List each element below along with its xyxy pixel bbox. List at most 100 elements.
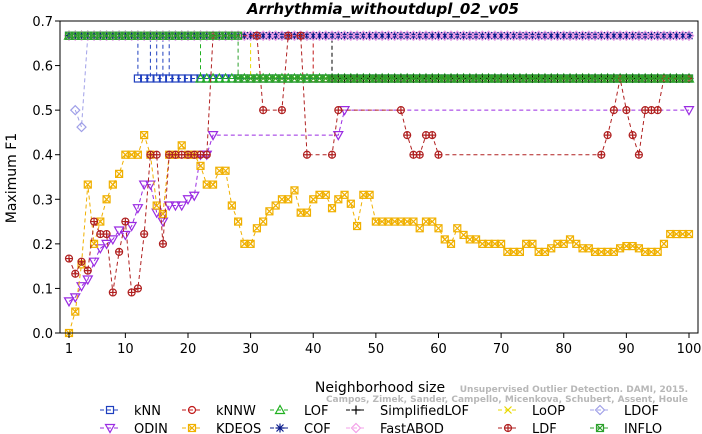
data-point [94, 244, 106, 255]
data-point [340, 74, 349, 83]
x-tick-label: 90 [618, 342, 635, 357]
data-point [528, 74, 537, 83]
data-point [428, 131, 436, 139]
data-point [465, 235, 474, 244]
data-point [303, 151, 311, 159]
data-point [89, 239, 99, 248]
series-line [69, 35, 689, 79]
legend-label: ODIN [134, 422, 168, 434]
data-point [427, 31, 437, 41]
legend-marker [596, 424, 604, 432]
series-KDEOS [64, 131, 694, 338]
series-line [69, 35, 689, 79]
data-point [509, 74, 518, 83]
legend-marker [274, 404, 286, 415]
series-ODIN [63, 106, 695, 308]
data-point [96, 217, 105, 226]
data-point [629, 131, 637, 139]
data-point [559, 31, 569, 41]
data-point [107, 235, 119, 246]
data-point [647, 247, 656, 256]
data-point [327, 74, 337, 83]
data-point [559, 74, 568, 83]
data-point [684, 229, 694, 239]
data-point [253, 32, 261, 40]
data-point [415, 224, 424, 233]
data-point [634, 74, 643, 83]
data-point [146, 74, 155, 83]
legend-marker [351, 405, 361, 415]
data-point [271, 201, 280, 210]
legend-marker [187, 405, 197, 415]
y-tick-label: 0.3 [32, 193, 53, 208]
data-point [440, 74, 449, 83]
data-point [208, 180, 218, 189]
data-point [359, 74, 368, 83]
data-point [622, 106, 630, 114]
data-point [246, 239, 255, 248]
data-point [610, 106, 618, 114]
data-point [552, 31, 562, 41]
data-point [102, 195, 111, 204]
data-point [540, 74, 550, 83]
data-point [622, 74, 631, 83]
data-point [534, 247, 543, 256]
data-point [660, 239, 668, 248]
data-point [252, 74, 261, 83]
data-point [169, 201, 181, 212]
data-point [76, 121, 87, 133]
y-tick-label: 0.7 [32, 15, 53, 30]
data-point [302, 208, 312, 217]
data-point [421, 74, 431, 83]
data-point [683, 30, 695, 42]
data-point [609, 31, 619, 41]
data-point [109, 288, 117, 296]
watermark-line-2: Campos, Zimek, Sander, Campello, Micenko… [326, 395, 688, 405]
data-point [346, 199, 355, 208]
watermark-line-1: Unsupervised Outlier Detection. DAMI, 20… [460, 385, 688, 395]
y-tick-label: 0.4 [32, 149, 53, 164]
legend-item-LoOP: LoOP [498, 404, 565, 419]
data-point [108, 180, 117, 189]
y-tick-label: 0.0 [32, 327, 53, 342]
data-point [227, 201, 236, 210]
data-point [296, 208, 305, 217]
data-point [672, 74, 681, 83]
data-point [616, 74, 625, 83]
data-point [471, 74, 481, 83]
data-point [654, 106, 662, 114]
data-point [171, 31, 180, 40]
data-point [446, 74, 456, 83]
data-point [115, 31, 124, 40]
data-point [365, 190, 374, 199]
data-point [277, 74, 287, 83]
data-point [121, 31, 130, 40]
data-point [390, 74, 399, 83]
data-point [434, 224, 443, 233]
data-point [434, 224, 443, 233]
data-point [119, 230, 131, 241]
data-point [659, 74, 669, 83]
data-point [102, 31, 111, 40]
data-point [71, 307, 80, 316]
x-tick-label: 10 [117, 342, 134, 357]
data-point [108, 31, 117, 40]
data-point [182, 195, 194, 206]
data-point [453, 224, 462, 233]
data-point [397, 106, 405, 114]
data-point [334, 195, 343, 204]
data-point [196, 31, 205, 40]
x-axis-title: Neighborhood size [315, 380, 445, 396]
legend-label: LOF [304, 404, 329, 419]
legend: kNN kNNW LOF SimplifiedLOF LoOP LDOF ODIN KDEOS… [100, 404, 662, 434]
data-point [158, 31, 168, 40]
data-point [128, 288, 136, 296]
data-point [234, 217, 243, 226]
legend-label: LoOP [532, 404, 565, 419]
data-point [259, 106, 267, 114]
data-point [140, 230, 148, 238]
data-point [234, 31, 243, 40]
data-point [684, 74, 694, 83]
data-point [227, 31, 236, 40]
data-point [685, 230, 693, 238]
